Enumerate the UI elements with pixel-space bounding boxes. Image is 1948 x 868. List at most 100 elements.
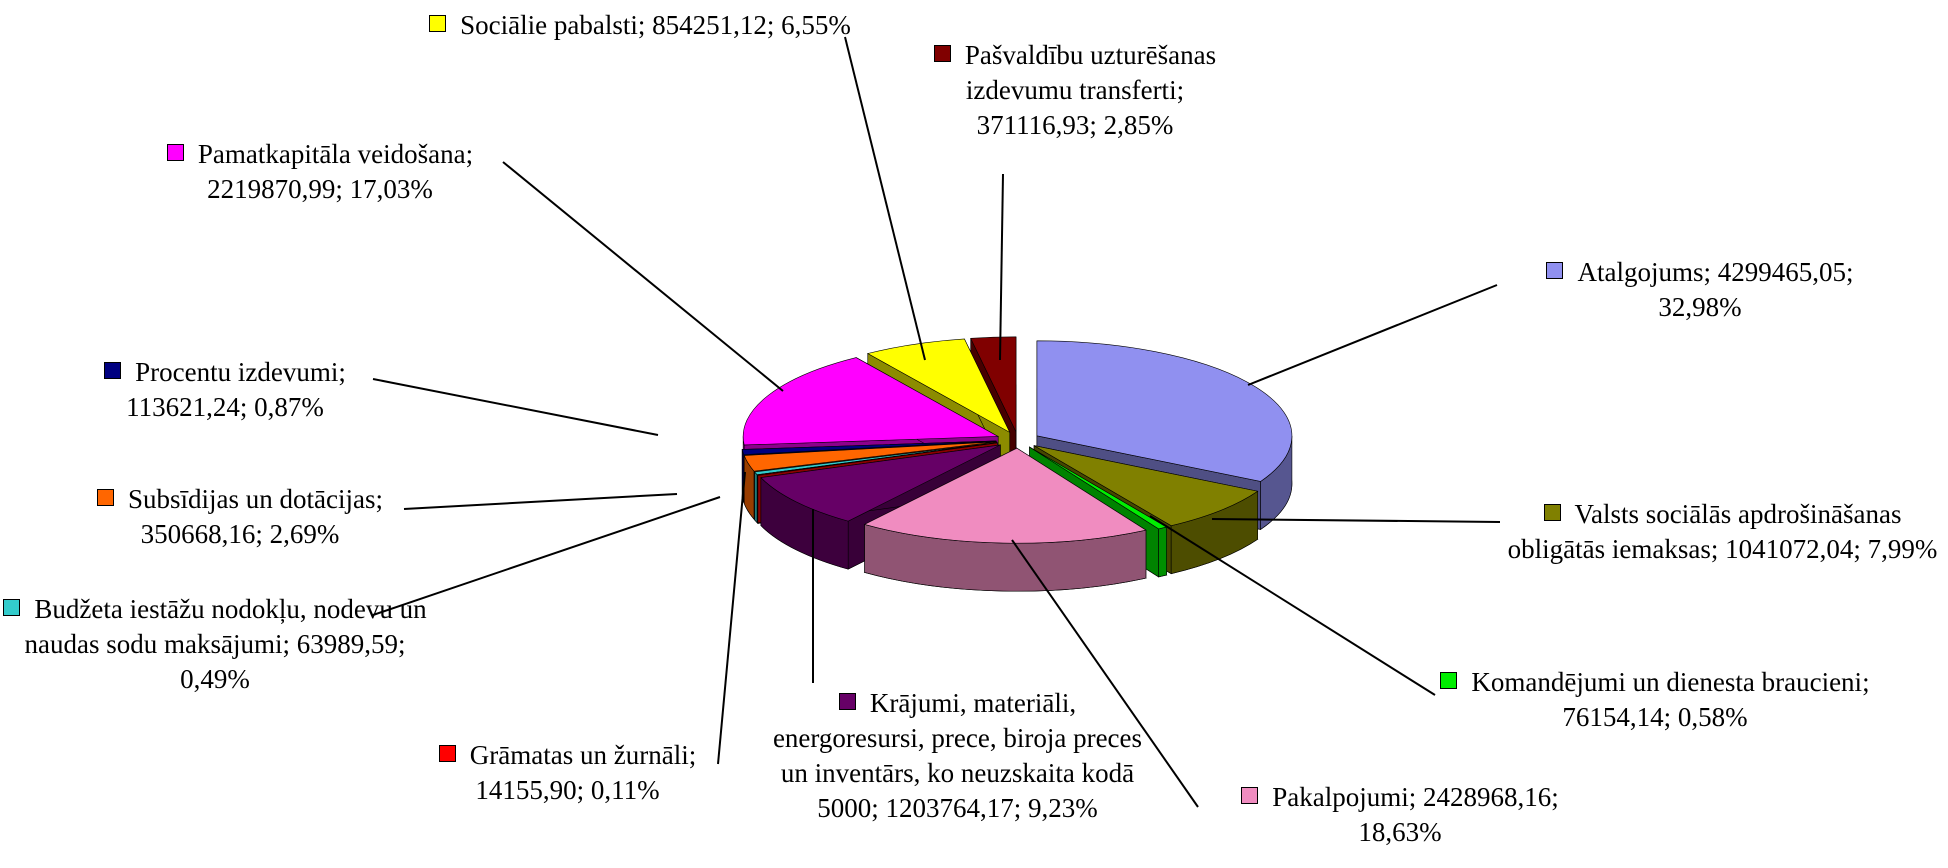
leader-line — [1011, 539, 1199, 808]
category-name: Krājumi, materiāli, energoresursi, prece… — [772, 688, 1143, 823]
percent-label: 9,23% — [1028, 793, 1098, 823]
leader-line — [1211, 518, 1501, 523]
category-name: Subsīdijas un dotācijas — [128, 484, 376, 514]
value-label: 76154,14 — [1562, 702, 1664, 732]
category-name: Sociālie pabalsti — [460, 10, 638, 40]
percent-label: 0,49% — [180, 664, 250, 694]
separator: ; — [282, 629, 290, 659]
percent-label: 2,85% — [1103, 110, 1174, 140]
value-label: 14155,90 — [475, 775, 577, 805]
pie-slice — [970, 336, 1017, 432]
separator: ; — [1089, 110, 1097, 140]
pie-slice — [742, 357, 1000, 446]
legend-swatch — [438, 745, 456, 762]
slice-label: Budžeta iestāžu nodokļu, nodevu un nauda… — [0, 592, 430, 697]
pie-slice — [756, 442, 998, 476]
slice-label: Subsīdijas un dotācijas; 350668,16; 2,69… — [55, 482, 425, 552]
slice-label: Komandējumi un dienesta braucieni; 76154… — [1435, 665, 1875, 735]
pie-slice — [741, 440, 997, 455]
value-label: 854251,12 — [652, 10, 767, 40]
separator: ; — [1663, 702, 1672, 732]
pie-slice — [1036, 340, 1293, 482]
slice-label: Krājumi, materiāli, energoresursi, prece… — [760, 686, 1155, 826]
leader-line — [999, 173, 1004, 361]
leader-line — [372, 378, 659, 436]
category-name: Pašvaldību uzturēšanas izdevumu transfer… — [964, 40, 1217, 105]
value-label: 371116,93 — [976, 110, 1090, 140]
slice-label: Grāmatas un žurnāli; 14155,90; 0,11% — [395, 738, 740, 808]
slice-label: Valsts sociālās apdrošināšanas obligātās… — [1500, 497, 1945, 567]
category-name: Budžeta iestāžu nodokļu, nodevu un nauda… — [24, 594, 427, 659]
percent-label: 32,98% — [1658, 292, 1742, 322]
separator: ; — [397, 629, 406, 659]
category-name: Pakalpojumi — [1272, 782, 1409, 812]
leader-line — [717, 471, 746, 765]
legend-swatch — [1546, 262, 1564, 279]
category-name: Atalgojums — [1577, 257, 1704, 287]
legend-swatch — [429, 15, 447, 32]
value-label: 4299465,05 — [1717, 257, 1846, 287]
value-label: 113621,24 — [126, 392, 240, 422]
legend-swatch — [838, 693, 856, 710]
slice-label: Procentu izdevumi; 113621,24; 0,87% — [70, 355, 380, 425]
pie-slice — [863, 447, 1147, 544]
category-name: Komandējumi un dienesta braucieni — [1471, 667, 1863, 697]
slice-label: Pamatkapitāla veidošana; 2219870,99; 17,… — [110, 137, 530, 207]
separator: ; — [1853, 534, 1861, 564]
legend-swatch — [1440, 672, 1458, 689]
slice-wall — [756, 474, 759, 525]
separator: ; — [766, 10, 775, 40]
percent-label: 0,87% — [254, 392, 324, 422]
percent-label: 7,99% — [1867, 534, 1938, 564]
percent-label: 18,63% — [1358, 817, 1442, 847]
slice-label: Sociālie pabalsti; 854251,12; 6,55% — [415, 8, 865, 43]
legend-swatch — [104, 362, 122, 379]
separator: ; — [239, 392, 248, 422]
leader-line — [403, 493, 678, 510]
legend-swatch — [1241, 787, 1259, 804]
value-label: 2219870,99 — [207, 174, 336, 204]
value-label: 350668,16 — [140, 519, 256, 549]
separator: ; — [1013, 793, 1022, 823]
slice-label: Pakalpojumi; 2428968,16; 18,63% — [1200, 780, 1600, 850]
value-label: 1041072,04 — [1725, 534, 1854, 564]
separator: ; — [1551, 782, 1559, 812]
separator: ; — [338, 357, 346, 387]
percent-label: 17,03% — [349, 174, 433, 204]
leader-line — [502, 161, 784, 392]
separator: ; — [637, 10, 646, 40]
percent-label: 0,11% — [590, 775, 660, 805]
separator: ; — [688, 740, 697, 770]
separator: ; — [335, 174, 343, 204]
slice-label: Atalgojums; 4299465,05; 32,98% — [1505, 255, 1895, 325]
separator: ; — [465, 139, 474, 169]
separator: ; — [1703, 257, 1711, 287]
leader-line — [1149, 515, 1436, 696]
slice-label: Pašvaldību uzturēšanas izdevumu transfer… — [905, 38, 1245, 143]
separator: ; — [1176, 75, 1185, 105]
value-label: 63989,59 — [296, 629, 398, 659]
separator: ; — [1408, 782, 1417, 812]
separator: ; — [1710, 534, 1719, 564]
leader-line — [844, 36, 926, 361]
separator: ; — [1846, 257, 1854, 287]
category-name: Pamatkapitāla veidošana — [197, 139, 466, 169]
legend-swatch — [1543, 504, 1561, 521]
separator: ; — [576, 775, 585, 805]
category-name: Grāmatas un žurnāli — [469, 740, 689, 770]
leader-line — [1247, 284, 1498, 386]
value-label: 1203764,17 — [885, 793, 1014, 823]
separator: ; — [871, 793, 879, 823]
legend-swatch — [933, 45, 951, 62]
legend-swatch — [97, 489, 114, 506]
separator: ; — [375, 484, 383, 514]
leader-line — [372, 496, 721, 616]
percent-label: 6,55% — [781, 10, 851, 40]
legend-swatch — [3, 599, 21, 616]
category-name: Valsts sociālās apdrošināšanas obligātās… — [1507, 499, 1902, 564]
separator: ; — [255, 519, 263, 549]
separator: ; — [1862, 667, 1870, 697]
slice-group — [863, 447, 1147, 592]
